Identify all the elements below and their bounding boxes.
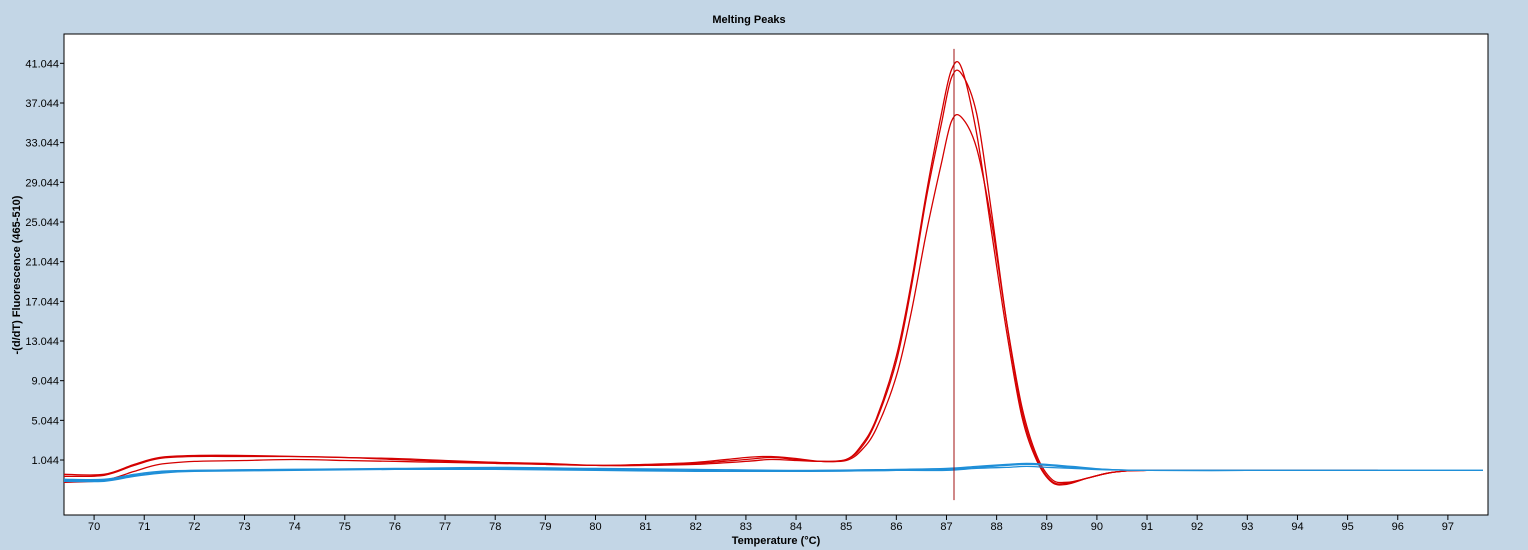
x-tick-label: 93 xyxy=(1241,521,1253,533)
x-tick-label: 82 xyxy=(690,521,702,533)
y-tick-label: 41.044 xyxy=(25,58,59,70)
x-tick-label: 96 xyxy=(1392,521,1404,533)
x-tick-label: 90 xyxy=(1091,521,1103,533)
x-tick-label: 86 xyxy=(890,521,902,533)
series-line xyxy=(63,113,1378,484)
series-layer xyxy=(63,61,1483,486)
x-tick-label: 84 xyxy=(790,521,802,533)
x-tick-label: 91 xyxy=(1141,521,1153,533)
x-tick-label: 83 xyxy=(740,521,752,533)
x-tick-label: 95 xyxy=(1341,521,1353,533)
x-tick-label: 89 xyxy=(1041,521,1053,533)
plot-area xyxy=(63,33,1489,516)
x-tick-label: 73 xyxy=(238,521,250,533)
x-tick-label: 87 xyxy=(940,521,952,533)
x-tick-label: 76 xyxy=(389,521,401,533)
x-tick-label: 72 xyxy=(188,521,200,533)
x-axis-label: Temperature (°C) xyxy=(732,535,821,547)
x-tick-label: 88 xyxy=(990,521,1002,533)
y-tick-label: 33.044 xyxy=(25,138,59,150)
y-tick-label: 13.044 xyxy=(25,336,59,348)
x-tick-label: 75 xyxy=(339,521,351,533)
x-tick-label: 78 xyxy=(489,521,501,533)
x-tick-label: 92 xyxy=(1191,521,1203,533)
x-tick-label: 70 xyxy=(88,521,100,533)
x-tick-label: 79 xyxy=(539,521,551,533)
x-tick-label: 71 xyxy=(138,521,150,533)
y-axis-ticks: 1.044 5.044 9.044 13.044 17.044 21.044 25.044 2… xyxy=(25,58,64,467)
y-tick-label: 17.044 xyxy=(25,296,59,308)
y-tick-label: 9.044 xyxy=(31,376,59,388)
y-tick-label: 37.044 xyxy=(25,98,59,110)
x-tick-label: 97 xyxy=(1442,521,1454,533)
x-tick-label: 85 xyxy=(840,521,852,533)
y-tick-label: 29.044 xyxy=(25,177,59,189)
chart-title: Melting Peaks xyxy=(712,14,785,26)
y-axis-label: -(d/dT) Fluorescence (465-510) xyxy=(11,195,23,354)
x-tick-label: 80 xyxy=(589,521,601,533)
y-tick-label: 21.044 xyxy=(25,257,59,269)
x-axis-ticks: 70 71 72 73 74 75 76 77 78 79 80 81 82 83 84 85 86 87 88 89… xyxy=(88,515,1454,533)
y-tick-label: 5.044 xyxy=(31,415,59,427)
y-tick-label: 25.044 xyxy=(25,217,59,229)
series-line xyxy=(63,465,1483,481)
y-tick-label: 1.044 xyxy=(31,455,59,467)
x-tick-label: 74 xyxy=(289,521,301,533)
x-tick-label: 81 xyxy=(640,521,652,533)
x-tick-label: 94 xyxy=(1291,521,1303,533)
x-tick-label: 77 xyxy=(439,521,451,533)
